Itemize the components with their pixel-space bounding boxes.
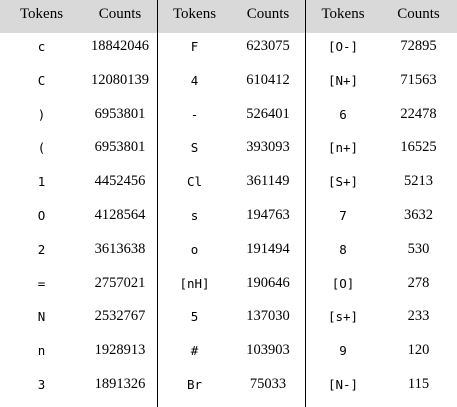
header-row-background (0, 0, 457, 33)
count-cell: 6953801 (94, 139, 146, 156)
count-cell: 610412 (246, 71, 290, 88)
count-cell: 4452456 (94, 173, 146, 190)
count-cell: 75033 (249, 376, 287, 392)
count-cell: 2532767 (94, 308, 146, 325)
count-cell: 530 (407, 240, 430, 257)
count-cell: 18842046 (91, 38, 149, 54)
token-cell: S (190, 140, 199, 156)
count-cell: 3632 (404, 207, 433, 223)
token-cell: [N-] (327, 377, 359, 392)
token-cell: 6 (339, 106, 347, 122)
count-cell: 5213 (404, 173, 433, 190)
count-cell: 278 (407, 274, 430, 291)
token-cell: [s+] (327, 309, 359, 325)
count-cell: 72895 (400, 38, 437, 54)
count-cell: 361149 (246, 173, 290, 190)
token-cell: [N+] (327, 72, 359, 88)
count-cell: 12080139 (91, 71, 149, 88)
count-cell: 71563 (400, 71, 437, 88)
header-counts-2: Counts (246, 6, 290, 22)
token-cell: O (37, 208, 46, 223)
count-cell: 191494 (246, 240, 290, 257)
header-tokens-2: Tokens (172, 6, 217, 22)
count-cell: 3613638 (94, 240, 146, 257)
column-divider (157, 0, 158, 407)
token-cell: 1 (37, 174, 46, 190)
header-counts-1: Counts (98, 6, 142, 22)
count-cell: 2757021 (94, 274, 146, 291)
count-cell: 120 (407, 342, 430, 359)
token-cell: N (37, 309, 46, 325)
token-cell: [n+] (327, 140, 359, 156)
token-cell: c (37, 39, 46, 54)
count-cell: 190646 (246, 274, 290, 291)
token-cell: Cl (186, 174, 203, 190)
token-cell: [O] (331, 275, 355, 291)
count-cell: 194763 (246, 207, 290, 223)
token-cell: [S+] (327, 174, 359, 190)
header-tokens-1: Tokens (19, 6, 64, 22)
token-cell: Br (186, 377, 203, 392)
header-counts-3: Counts (397, 6, 440, 22)
count-cell: 6953801 (94, 105, 146, 122)
count-cell: 1928913 (94, 342, 146, 359)
token-cell: 9 (339, 343, 347, 359)
header-tokens-3: Tokens (321, 6, 365, 22)
count-cell: 16525 (400, 139, 437, 156)
count-cell: 393093 (246, 139, 290, 156)
token-cell: 8 (339, 241, 347, 257)
token-cell: 5 (190, 309, 199, 325)
count-cell: 526401 (246, 105, 290, 122)
token-cell: - (190, 106, 199, 122)
token-cell: n (37, 343, 46, 359)
count-cell: 233 (407, 308, 430, 325)
token-cell: [nH] (179, 275, 210, 291)
token-cell: 4 (190, 72, 199, 88)
token-cell: [O-] (327, 39, 359, 54)
count-cell: 103903 (246, 342, 290, 359)
token-cell: 7 (339, 208, 347, 223)
token-cell: o (190, 241, 199, 257)
count-cell: 137030 (246, 308, 290, 325)
token-cell: 3 (37, 377, 46, 392)
token-cell: s (190, 208, 199, 223)
count-cell: 115 (407, 376, 430, 392)
column-divider (305, 0, 306, 407)
token-cell: 2 (37, 241, 46, 257)
count-cell: 1891326 (94, 376, 146, 392)
token-cell: ) (37, 106, 46, 122)
count-cell: 623075 (246, 38, 290, 54)
token-cell: C (37, 72, 46, 88)
token-cell: F (190, 39, 199, 54)
token-cell: ( (37, 140, 46, 156)
token-cell: # (190, 343, 199, 359)
count-cell: 4128564 (94, 207, 146, 223)
token-cell: = (37, 275, 46, 291)
count-cell: 22478 (400, 105, 437, 122)
